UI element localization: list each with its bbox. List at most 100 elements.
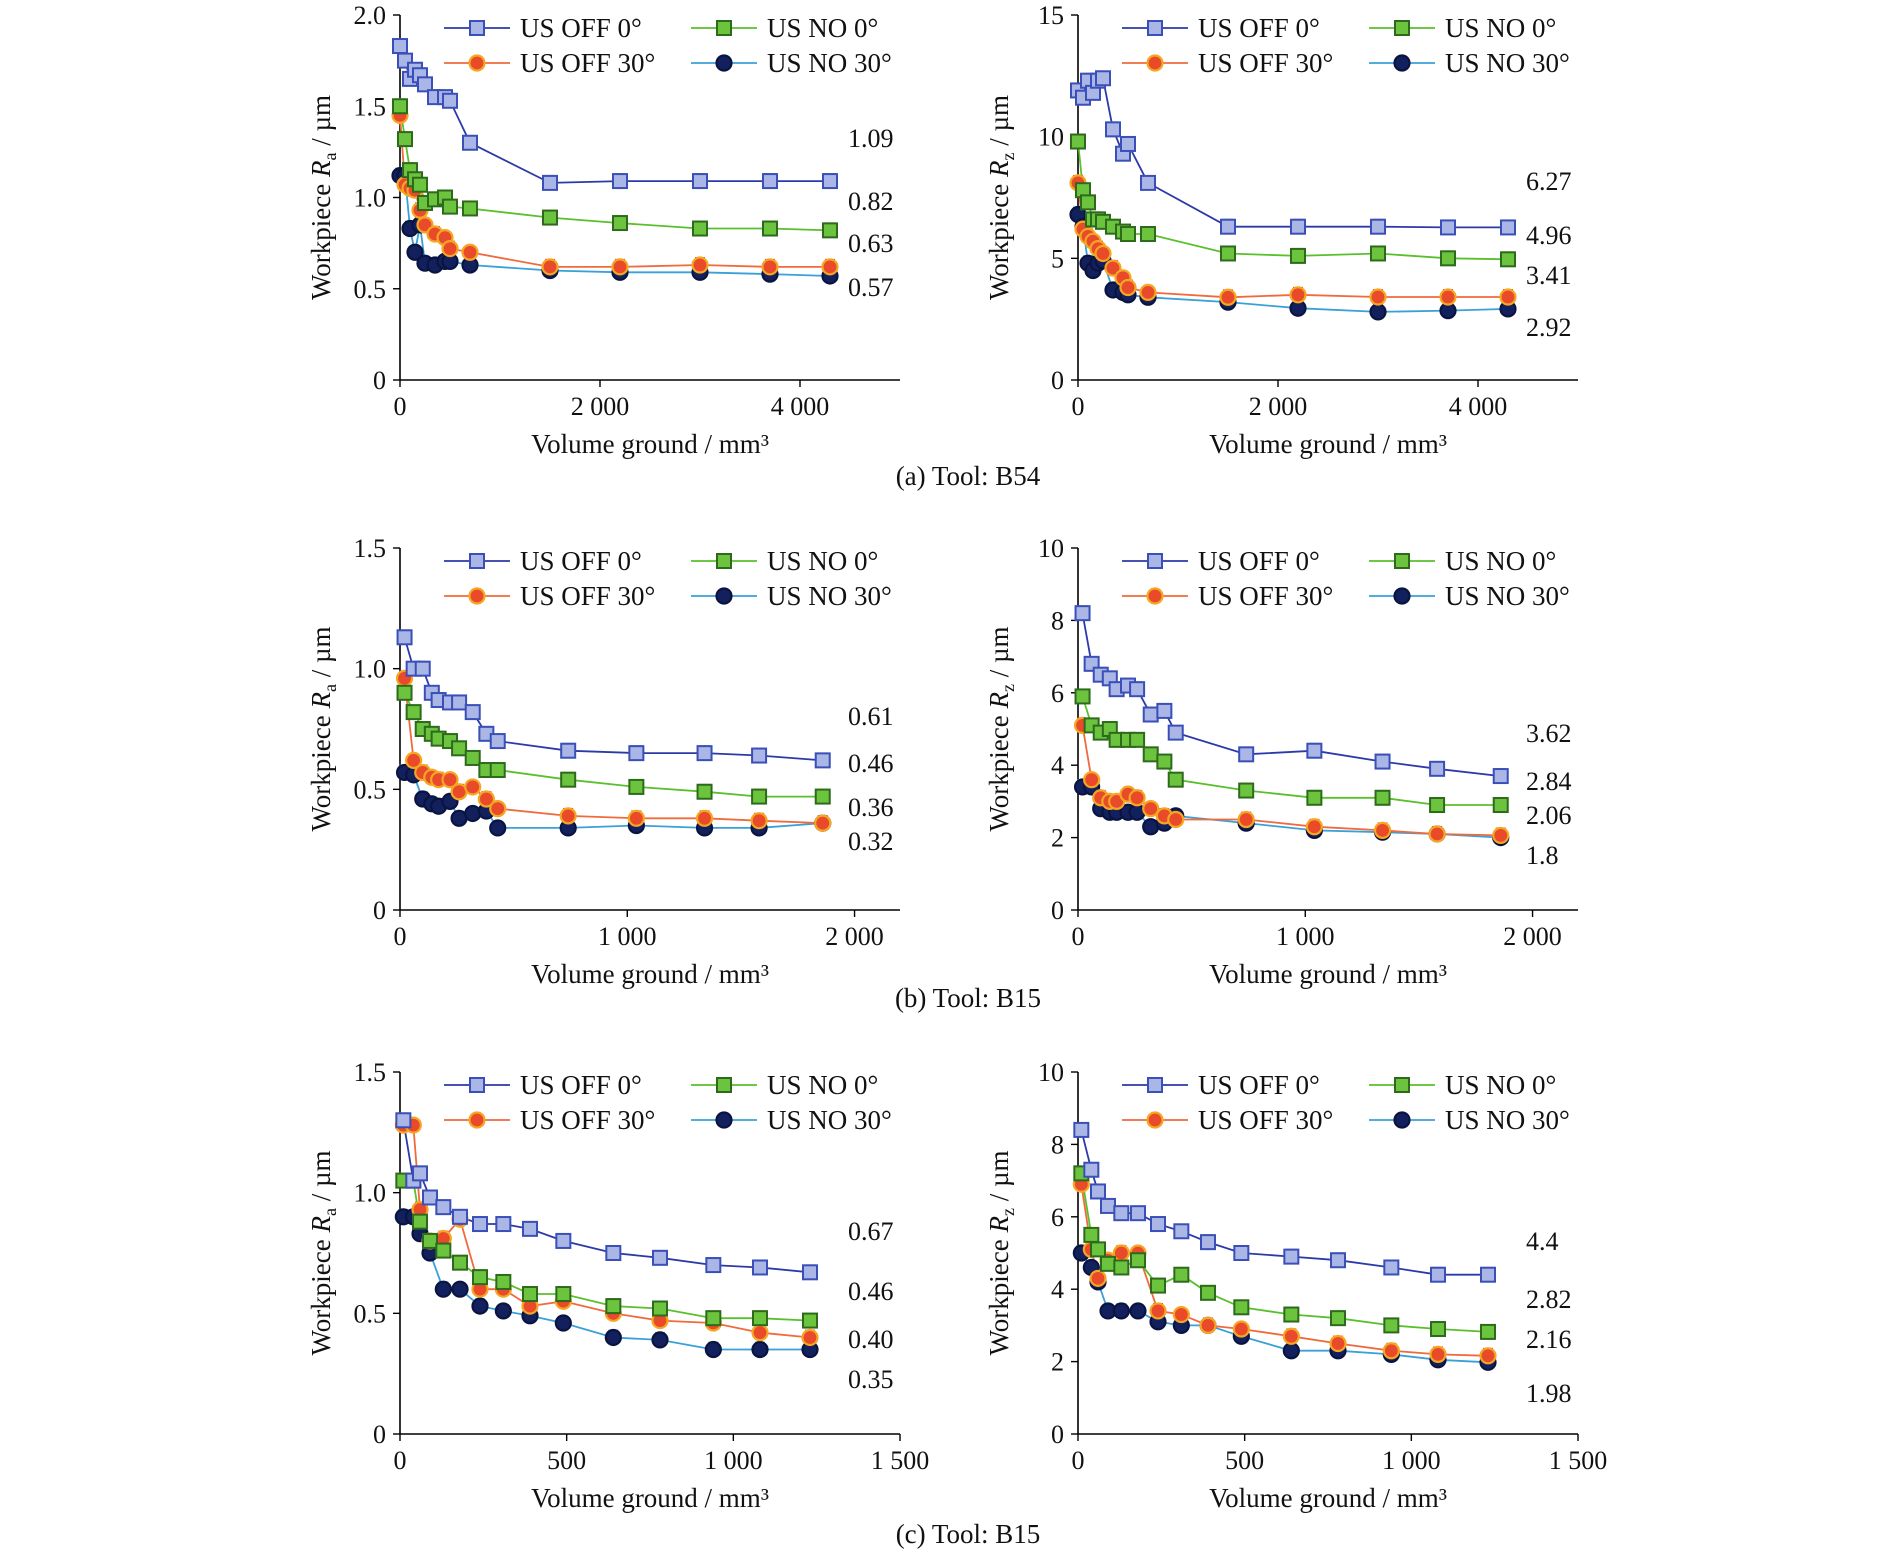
legend-label: US OFF 30° bbox=[1198, 1105, 1333, 1135]
legend-label: US NO 30° bbox=[767, 48, 892, 78]
x-tick-label: 2 000 bbox=[1249, 392, 1308, 421]
chart-c-right: 0 2 4 6 8 10 0 500 1 000 1 500 Volume ground / mm³… bbox=[984, 1058, 1607, 1513]
data-point bbox=[1373, 821, 1392, 839]
data-point bbox=[554, 1314, 572, 1332]
data-point bbox=[442, 92, 458, 109]
data-point bbox=[464, 778, 482, 796]
end-value-label: 0.36 bbox=[848, 793, 894, 822]
data-point bbox=[462, 200, 478, 217]
legend-marker bbox=[1146, 54, 1164, 72]
end-value-label: 0.46 bbox=[848, 1277, 894, 1306]
data-point bbox=[1382, 1342, 1400, 1360]
legend-label: US OFF 0° bbox=[1198, 1070, 1320, 1100]
end-value-label: 2.92 bbox=[1526, 313, 1572, 342]
x-tick-label: 4 000 bbox=[771, 392, 830, 421]
data-point bbox=[1440, 219, 1456, 236]
data-point bbox=[1383, 1259, 1400, 1276]
series-line-0 bbox=[1077, 76, 1508, 229]
data-point bbox=[1480, 1323, 1496, 1340]
data-point bbox=[1330, 1310, 1346, 1327]
data-point bbox=[1290, 247, 1306, 264]
legend-label: US OFF 0° bbox=[520, 1070, 642, 1100]
data-point bbox=[1080, 194, 1096, 211]
x-tick-label: 0 bbox=[394, 392, 407, 421]
data-point bbox=[489, 733, 506, 750]
legend-marker bbox=[715, 1111, 733, 1129]
data-point bbox=[814, 752, 831, 769]
legend-label: US OFF 0° bbox=[520, 546, 642, 576]
data-point bbox=[1167, 810, 1185, 829]
data-point bbox=[451, 1280, 469, 1298]
data-point bbox=[1238, 746, 1255, 763]
data-point bbox=[1167, 771, 1184, 788]
data-point bbox=[422, 1232, 438, 1249]
data-point bbox=[477, 790, 495, 808]
data-point bbox=[705, 1310, 722, 1327]
data-point bbox=[1139, 283, 1157, 301]
end-value-label: 0.57 bbox=[848, 273, 894, 302]
data-point bbox=[1305, 818, 1323, 836]
end-value-label: 4.96 bbox=[1526, 221, 1572, 250]
data-point bbox=[1499, 288, 1517, 306]
data-point bbox=[472, 1216, 488, 1233]
data-point bbox=[691, 256, 709, 274]
series-line-2 bbox=[1081, 725, 1501, 837]
end-value-label: 0.32 bbox=[848, 827, 894, 856]
data-point bbox=[822, 173, 838, 190]
legend-label: US NO 0° bbox=[767, 13, 878, 43]
data-point bbox=[821, 258, 839, 276]
legend-marker bbox=[1146, 1111, 1164, 1129]
data-point bbox=[1104, 259, 1122, 277]
data-point bbox=[1150, 1277, 1166, 1294]
data-point bbox=[1370, 245, 1386, 262]
caption-a: (a) Tool: B54 bbox=[896, 461, 1041, 491]
x-tick-label: 4 000 bbox=[1449, 392, 1508, 421]
y-tick-label: 6 bbox=[1051, 679, 1064, 708]
data-point bbox=[1480, 1266, 1496, 1283]
data-point bbox=[1172, 1305, 1190, 1324]
legend-marker bbox=[1147, 20, 1163, 36]
y-axis-title: Workpiece Rz / µm bbox=[984, 626, 1018, 831]
data-point bbox=[1129, 681, 1146, 698]
legend-marker bbox=[468, 54, 486, 72]
data-point bbox=[801, 1328, 819, 1347]
x-tick-label: 1 500 bbox=[1549, 1446, 1608, 1475]
data-point bbox=[1374, 789, 1391, 806]
data-point bbox=[802, 1264, 818, 1281]
data-point bbox=[435, 1199, 452, 1216]
data-point bbox=[750, 812, 768, 830]
caption-c: (c) Tool: B15 bbox=[896, 1519, 1041, 1549]
legend-marker bbox=[1393, 587, 1411, 605]
data-point bbox=[542, 209, 558, 226]
x-tick-label: 2 000 bbox=[1503, 922, 1562, 951]
x-tick-label: 2 000 bbox=[571, 392, 630, 421]
legend: US OFF 0° US NO 0° US OFF 30° US NO 30° bbox=[444, 546, 892, 611]
data-point bbox=[1329, 1334, 1347, 1353]
data-point bbox=[1083, 1226, 1100, 1243]
data-point bbox=[1095, 70, 1111, 87]
data-point bbox=[542, 174, 558, 191]
data-point bbox=[1374, 753, 1391, 770]
data-point bbox=[1492, 826, 1510, 845]
end-value-label: 0.46 bbox=[848, 749, 894, 778]
data-point bbox=[522, 1286, 538, 1303]
data-point bbox=[451, 694, 468, 711]
x-tick-label: 1 000 bbox=[704, 1446, 763, 1475]
data-point bbox=[560, 771, 577, 788]
data-point bbox=[651, 1331, 669, 1349]
legend-marker bbox=[1147, 553, 1163, 569]
x-axis-title: Volume ground / mm³ bbox=[1209, 959, 1447, 989]
data-point bbox=[559, 807, 577, 825]
y-tick-label: 0 bbox=[373, 896, 386, 925]
x-tick-label: 0 bbox=[1072, 392, 1085, 421]
legend-marker bbox=[469, 1077, 485, 1093]
legend-label: US OFF 30° bbox=[520, 1105, 655, 1135]
legend: US OFF 0° US NO 0° US OFF 30° US NO 30° bbox=[1122, 546, 1570, 611]
x-tick-label: 2 000 bbox=[825, 922, 884, 951]
data-point bbox=[1289, 286, 1307, 304]
data-point bbox=[1330, 1252, 1346, 1269]
data-point bbox=[1200, 1284, 1216, 1301]
end-value-label: 2.82 bbox=[1526, 1285, 1572, 1314]
y-tick-label: 1.0 bbox=[354, 184, 387, 213]
